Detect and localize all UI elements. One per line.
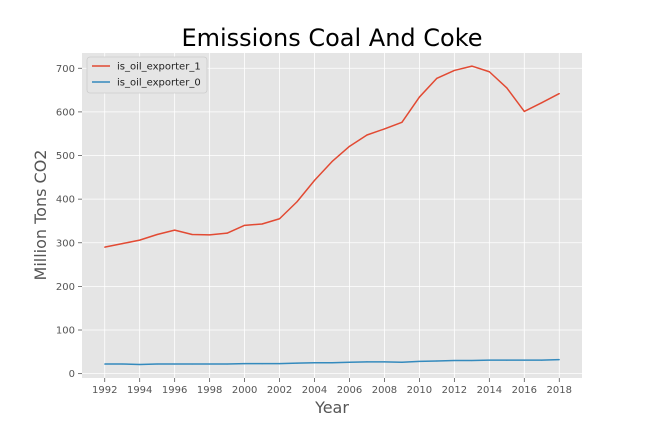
data-point-is-oil-exporter-1 [453,69,455,72]
data-point-is-oil-exporter-0 [471,359,473,362]
plot-background [82,53,582,378]
data-point-is-oil-exporter-1 [418,96,421,98]
y-tick-label: 100 [56,326,75,337]
legend-box [86,56,208,94]
x-tick-label: 1996 [162,385,187,396]
data-point-is-oil-exporter-1 [331,161,333,163]
data-point-is-oil-exporter-0 [418,360,421,363]
grid-lines [82,53,582,378]
data-point-is-oil-exporter-1 [313,179,316,181]
legend-label-is-oil-exporter-1: is_oil_exporter_1 [117,62,201,73]
x-tick-label: 1992 [92,385,117,396]
data-point-is-oil-exporter-0 [348,361,351,363]
data-point-is-oil-exporter-1 [209,234,211,236]
data-point-is-oil-exporter-1 [104,246,106,248]
chart-title: Emissions Coal And Coke [181,24,482,52]
data-point-is-oil-exporter-0 [541,359,543,361]
data-point-is-oil-exporter-0 [226,363,228,365]
data-point-is-oil-exporter-0 [383,361,386,363]
data-point-is-oil-exporter-0 [174,363,176,365]
data-point-is-oil-exporter-1 [506,87,508,89]
legend: is_oil_exporter_1 is_oil_exporter_0 [86,56,208,94]
y-axis-ticks: 0 100 200 300 400 500 600 700 [56,64,82,380]
y-axis-label: Million Tons CO2 [31,150,50,281]
x-tick-label: 1994 [127,385,152,396]
x-tick-label: 2008 [372,385,397,396]
series-lines [104,65,560,366]
data-point-is-oil-exporter-1 [191,233,193,236]
data-point-is-oil-exporter-1 [261,223,263,225]
data-point-is-oil-exporter-1 [174,229,176,231]
data-point-is-oil-exporter-0 [139,363,141,366]
data-point-is-oil-exporter-0 [121,363,123,365]
y-tick-label: 400 [56,195,75,206]
data-point-is-oil-exporter-1 [366,134,368,136]
data-point-is-oil-exporter-1 [278,218,281,220]
data-point-is-oil-exporter-0 [191,363,193,365]
data-point-is-oil-exporter-1 [139,239,141,241]
data-point-is-oil-exporter-0 [453,359,455,362]
data-point-is-oil-exporter-1 [436,77,438,79]
data-point-is-oil-exporter-1 [226,232,228,234]
data-point-is-oil-exporter-1 [348,145,351,147]
data-point-is-oil-exporter-1 [471,65,473,67]
data-point-is-oil-exporter-1 [121,243,123,245]
x-axis-label: Year [314,398,349,417]
x-tick-label: 2000 [232,385,257,396]
data-point-is-oil-exporter-0 [506,359,508,361]
data-point-is-oil-exporter-0 [331,362,333,364]
y-tick-label: 700 [56,64,75,75]
data-point-is-oil-exporter-1 [541,102,543,104]
y-tick-label: 500 [56,151,75,162]
data-point-is-oil-exporter-0 [261,363,263,365]
x-tick-label: 2018 [547,385,572,396]
data-point-is-oil-exporter-0 [488,359,490,361]
x-tick-label: 2014 [477,385,502,396]
data-point-is-oil-exporter-1 [156,233,158,236]
x-tick-label: 1998 [197,385,222,396]
x-tick-label: 2012 [442,385,467,396]
data-point-is-oil-exporter-0 [436,360,438,362]
x-axis-ticks: 1992 1994 1996 1998 2000 2002 2004 2006 2008 2010… [92,378,572,396]
data-point-is-oil-exporter-1 [558,92,560,95]
y-tick-label: 200 [56,282,75,293]
data-point-is-oil-exporter-0 [243,363,246,365]
data-point-is-oil-exporter-0 [278,363,281,365]
data-point-is-oil-exporter-0 [558,359,560,361]
data-point-is-oil-exporter-0 [296,362,298,364]
y-tick-label: 600 [56,107,75,118]
data-point-is-oil-exporter-1 [523,110,525,113]
data-point-is-oil-exporter-0 [104,363,106,365]
data-point-is-oil-exporter-0 [523,359,525,361]
data-point-is-oil-exporter-0 [313,362,316,364]
y-tick-label: 0 [69,369,75,380]
x-tick-label: 2006 [337,385,362,396]
x-tick-label: 2004 [302,385,327,396]
y-tick-label: 300 [56,238,75,249]
data-point-is-oil-exporter-1 [401,121,403,123]
data-point-is-oil-exporter-0 [156,363,158,365]
x-tick-label: 2010 [407,385,432,396]
data-point-is-oil-exporter-1 [383,128,386,130]
data-point-is-oil-exporter-0 [209,363,211,365]
x-tick-label: 2016 [512,385,537,396]
data-point-is-oil-exporter-1 [296,201,298,203]
data-point-is-oil-exporter-1 [488,71,490,73]
data-point-is-oil-exporter-0 [401,361,403,363]
data-point-is-oil-exporter-1 [243,224,246,226]
data-point-is-oil-exporter-0 [366,361,368,363]
legend-label-is-oil-exporter-0: is_oil_exporter_0 [117,78,201,89]
x-tick-label: 2002 [267,385,292,396]
